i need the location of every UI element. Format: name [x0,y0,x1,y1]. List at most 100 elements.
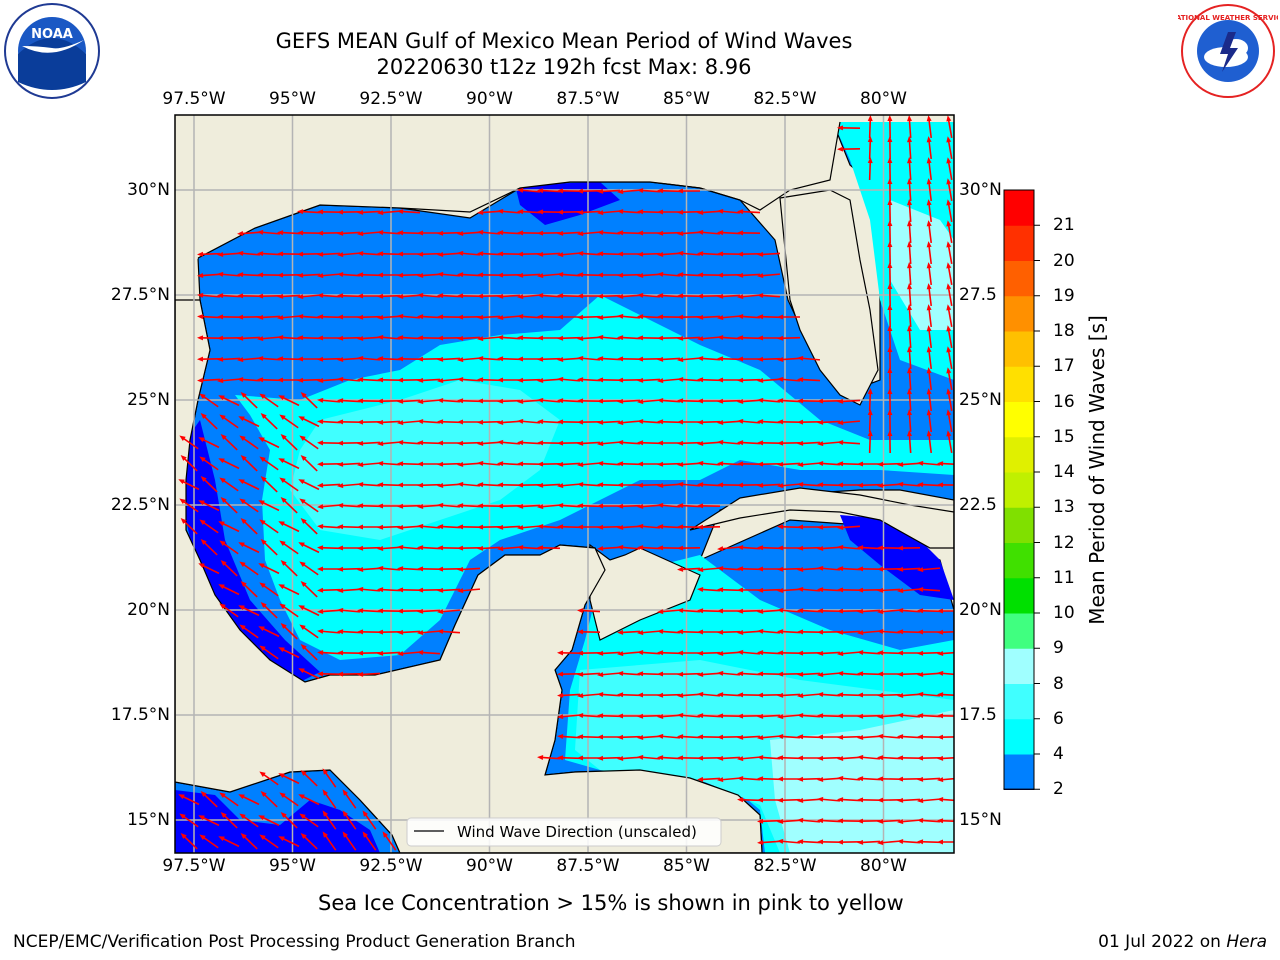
wave-arrow [757,755,781,761]
wave-arrow [238,542,260,554]
map-border [174,114,955,854]
wave-arrow [179,435,199,450]
wave-arrow [517,503,541,509]
wave-arrow [477,419,501,425]
wave-arrow [737,398,761,404]
wave-arrow [637,545,661,551]
wave-arrow [237,377,261,383]
wave-arrow [907,430,913,454]
sea-ice-note: Sea Ice Concentration > 15% is shown in … [318,891,904,915]
wave-arrow [217,251,241,257]
wave-arrow [240,832,258,850]
wave-arrow [477,314,501,320]
wave-arrow [437,609,461,615]
wave-arrow [797,713,821,719]
wave-arrow [337,398,361,404]
wave-arrow [757,776,781,782]
wave-arrow [857,650,881,656]
wave-arrow [657,713,681,719]
wave-arrow [907,409,913,433]
wave-arrow [417,292,441,298]
wave-arrow [937,670,954,676]
wave-arrow [926,430,933,454]
wave-arrow [517,251,541,257]
wave-arrow [337,419,361,425]
wave-arrow [238,416,260,428]
wave-arrow [437,293,461,299]
wave-arrow [797,398,821,404]
wave-arrow [217,356,241,362]
wave-arrow [926,199,933,223]
wave-arrow [317,293,341,299]
wave-arrow [637,230,660,236]
wave-arrow [238,479,260,491]
wave-arrow [907,367,913,391]
wave-arrow [717,419,741,425]
wave-arrow [946,304,953,327]
wave-arrow [946,115,953,138]
wave-arrow [946,262,953,285]
wave-arrow [200,538,218,556]
wave-arrow [817,734,840,740]
wave-arrow [577,188,601,194]
wave-arrow [877,566,901,572]
wave-arrow [557,755,581,761]
wave-arrow [397,461,421,467]
colorbar-segment [1004,648,1034,684]
wave-arrow [777,671,801,677]
wave-arrow [797,755,820,761]
wave-arrow [907,262,913,286]
wave-arrow [337,252,361,258]
wave-arrow [477,209,501,215]
wave-arrow [897,566,921,572]
wave-arrow [297,294,321,300]
wave-arrow [946,178,953,201]
wave-arrow [857,839,881,845]
colorbar-segment [1004,542,1034,579]
wave-arrow [377,419,401,425]
wave-arrow [299,498,319,513]
wave-arrow [777,566,801,572]
wave-arrow [477,251,501,257]
wave-arrow [617,335,641,341]
wave-arrow [797,482,821,488]
wave-arrow [517,482,541,488]
wave-arrow [278,521,300,533]
wave-arrow [357,251,381,257]
wave-arrow [517,398,541,404]
wave-arrow [337,650,361,656]
wave-arrow [946,157,953,180]
wave-arrow [717,650,741,656]
wave-arrow [577,755,600,761]
wave-arrow [417,335,441,341]
wave-arrow [757,608,781,614]
wave-arrow [737,440,761,446]
wave-arrow [219,414,239,429]
wave-arrow [537,230,561,236]
colorbar-segment [1004,260,1034,297]
wave-arrow [817,776,841,782]
plot-subtitle: 20220630 t12z 192h fcst Max: 8.96 [376,55,752,79]
colorbar-tick-label: 6 [1053,708,1064,729]
wave-arrow [557,440,581,446]
wave-arrow [617,272,641,278]
wave-arrow [677,419,700,425]
wave-arrow [517,272,541,278]
wave-arrow [877,671,900,677]
wave-arrow [887,388,893,412]
wave-arrow [217,293,241,299]
wave-arrow [657,398,681,404]
wave-arrow [437,251,461,257]
wave-arrow [437,482,461,488]
wave-arrow [937,797,954,803]
wave-arrow [757,818,781,824]
wave-arrow [377,272,400,278]
wave-arrow [457,357,481,363]
wave-arrow [837,482,860,488]
colorbar [1003,189,1040,790]
wave-arrow [239,813,259,828]
wave-arrow [397,566,421,572]
wave-arrow [817,441,841,447]
wave-arrow [397,544,421,550]
wave-arrow [757,251,781,257]
